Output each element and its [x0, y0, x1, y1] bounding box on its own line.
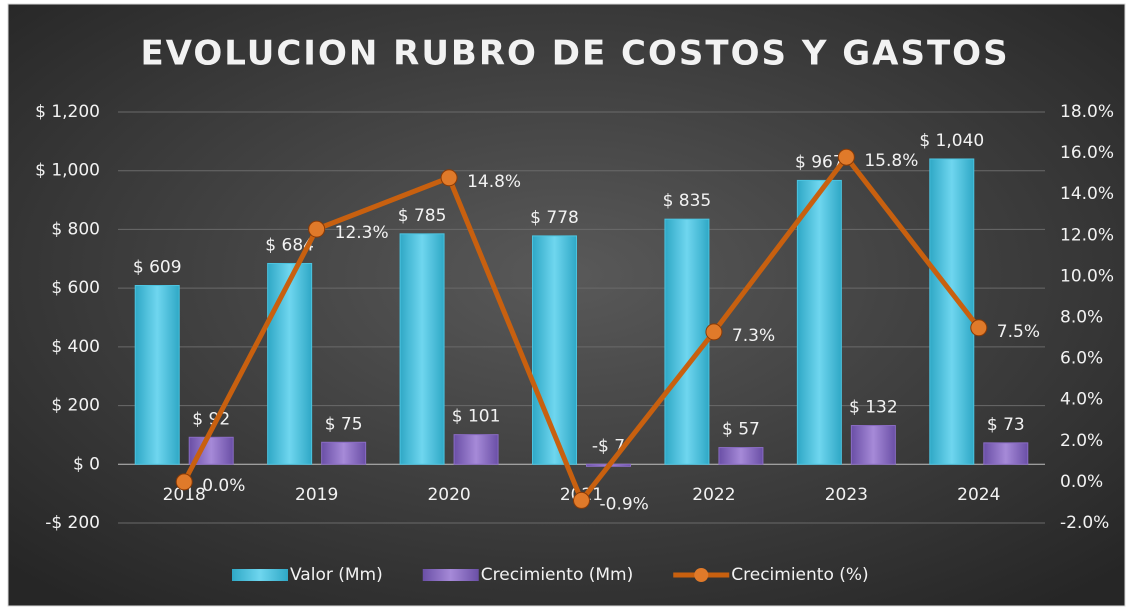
- x-tick-label: 2023: [825, 485, 868, 505]
- bar: [321, 441, 367, 465]
- x-tick-label: 2019: [295, 485, 338, 505]
- data-label: 12.3%: [335, 223, 389, 243]
- data-label: $ 609: [133, 258, 182, 278]
- bar: [134, 285, 180, 465]
- bar: [664, 218, 710, 465]
- data-label: $ 57: [722, 420, 760, 440]
- x-tick-label: 2018: [163, 485, 206, 505]
- line-point: [837, 148, 855, 166]
- y-tick-label: $ 1,000: [35, 161, 100, 181]
- y-tick-label: $ 600: [51, 278, 100, 298]
- legend-swatch: [422, 569, 479, 581]
- line-point: [970, 319, 988, 337]
- legend-swatch: [694, 568, 709, 582]
- y-tick-label: $ 200: [51, 396, 100, 416]
- y-tick-label: $ 400: [51, 337, 100, 357]
- data-label: $ 75: [325, 414, 363, 434]
- y2-tick-label: 0.0%: [1060, 472, 1103, 492]
- legend-label: Valor (Mm): [290, 565, 383, 585]
- x-tick-label: 2022: [692, 485, 735, 505]
- x-tick-label: 2020: [427, 485, 470, 505]
- data-label: $ 101: [452, 407, 501, 427]
- y2-tick-label: 10.0%: [1060, 266, 1114, 286]
- bar: [718, 447, 764, 465]
- line-point: [308, 220, 326, 238]
- data-label: 0.0%: [202, 476, 245, 496]
- bar: [267, 262, 313, 465]
- y2-tick-label: 2.0%: [1060, 431, 1103, 451]
- bar: [399, 233, 445, 465]
- legend-label: Crecimiento (Mm): [481, 565, 634, 585]
- y2-tick-label: 14.0%: [1060, 184, 1114, 204]
- bar: [983, 442, 1029, 465]
- data-label: $ 835: [663, 191, 712, 211]
- line-point: [573, 491, 590, 509]
- data-label: 7.5%: [997, 322, 1040, 342]
- data-label: -0.9%: [600, 494, 649, 514]
- data-label: -$ 7: [592, 436, 625, 456]
- data-label: $ 785: [398, 206, 447, 226]
- bar: [453, 434, 499, 465]
- data-label: $ 778: [530, 208, 579, 228]
- y2-tick-label: 12.0%: [1060, 225, 1114, 245]
- y-tick-label: $ 1,200: [35, 102, 100, 122]
- bar: [850, 425, 896, 465]
- bar: [532, 235, 577, 465]
- data-label: $ 1,040: [919, 131, 984, 151]
- x-tick-label: 2024: [957, 485, 1000, 505]
- y-tick-label: -$ 200: [45, 513, 100, 533]
- line-point: [175, 473, 193, 491]
- y-tick-label: $ 0: [73, 454, 100, 474]
- y2-tick-label: 8.0%: [1060, 308, 1103, 328]
- legend-swatch: [232, 569, 288, 581]
- data-label: $ 132: [849, 398, 898, 418]
- data-label: $ 967: [795, 152, 844, 172]
- y2-tick-label: 6.0%: [1060, 349, 1103, 369]
- y2-tick-label: -2.0%: [1060, 513, 1109, 533]
- chart-title: EVOLUCION RUBRO DE COSTOS Y GASTOS: [140, 34, 1009, 74]
- data-label: 14.8%: [467, 172, 521, 192]
- data-label: 15.8%: [864, 151, 918, 171]
- bar: [796, 179, 842, 465]
- y2-tick-label: 4.0%: [1060, 390, 1103, 410]
- y2-tick-label: 18.0%: [1060, 102, 1114, 122]
- data-label: $ 684: [265, 235, 314, 255]
- line-point: [705, 323, 723, 341]
- y2-tick-label: 16.0%: [1060, 143, 1114, 163]
- legend-label: Crecimiento (%): [731, 565, 868, 585]
- data-label: $ 73: [987, 415, 1025, 435]
- line-point: [440, 169, 458, 187]
- y-tick-label: $ 800: [51, 219, 100, 239]
- data-label: 7.3%: [732, 326, 775, 346]
